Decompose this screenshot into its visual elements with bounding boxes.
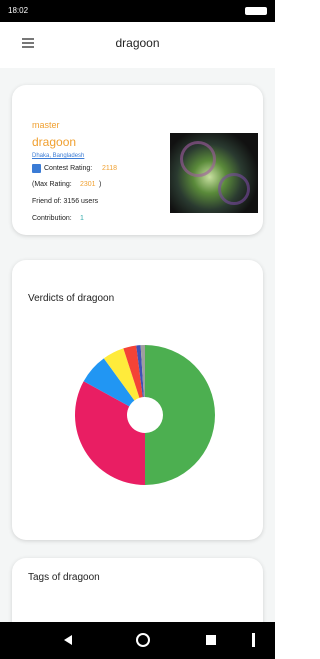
home-button[interactable]: [136, 633, 150, 647]
back-button[interactable]: [64, 635, 72, 645]
avatar: [170, 133, 258, 213]
app-title: dragoon: [0, 36, 275, 50]
pie-slice: [145, 345, 215, 485]
app-bar: dragoon: [0, 22, 275, 68]
status-time: 18:02: [8, 6, 28, 15]
friends: Friend of: 3156 users: [32, 198, 98, 205]
status-icons: [245, 7, 267, 15]
tags-title: Tags of dragoon: [28, 572, 100, 583]
status-bar: 18:02: [0, 0, 275, 22]
max-rating-prefix: (Max Rating:: [32, 181, 72, 188]
app-screen: 18:02 dragoon master dragoon Dhaka, Bang…: [0, 0, 275, 659]
rank: master: [32, 120, 60, 130]
recents-button[interactable]: [206, 635, 216, 645]
nav-bar: [0, 622, 275, 659]
contest-rating-label: Contest Rating:: [44, 165, 92, 172]
verdicts-card: Verdicts of dragoon: [12, 260, 263, 540]
verdicts-chart: [12, 260, 263, 540]
contest-rating: 2118: [102, 165, 117, 172]
max-rating: 2301: [80, 181, 96, 188]
contribution: 1: [80, 215, 84, 222]
accessibility-button[interactable]: [252, 633, 255, 647]
contribution-label: Contribution:: [32, 215, 72, 222]
handle: dragoon: [32, 135, 76, 149]
max-rating-suffix: ): [99, 181, 101, 188]
location-link[interactable]: Dhaka, Bangladesh: [32, 153, 84, 159]
profile-card: master dragoon Dhaka, Bangladesh Contest…: [12, 85, 263, 235]
rating-icon: [32, 164, 41, 173]
